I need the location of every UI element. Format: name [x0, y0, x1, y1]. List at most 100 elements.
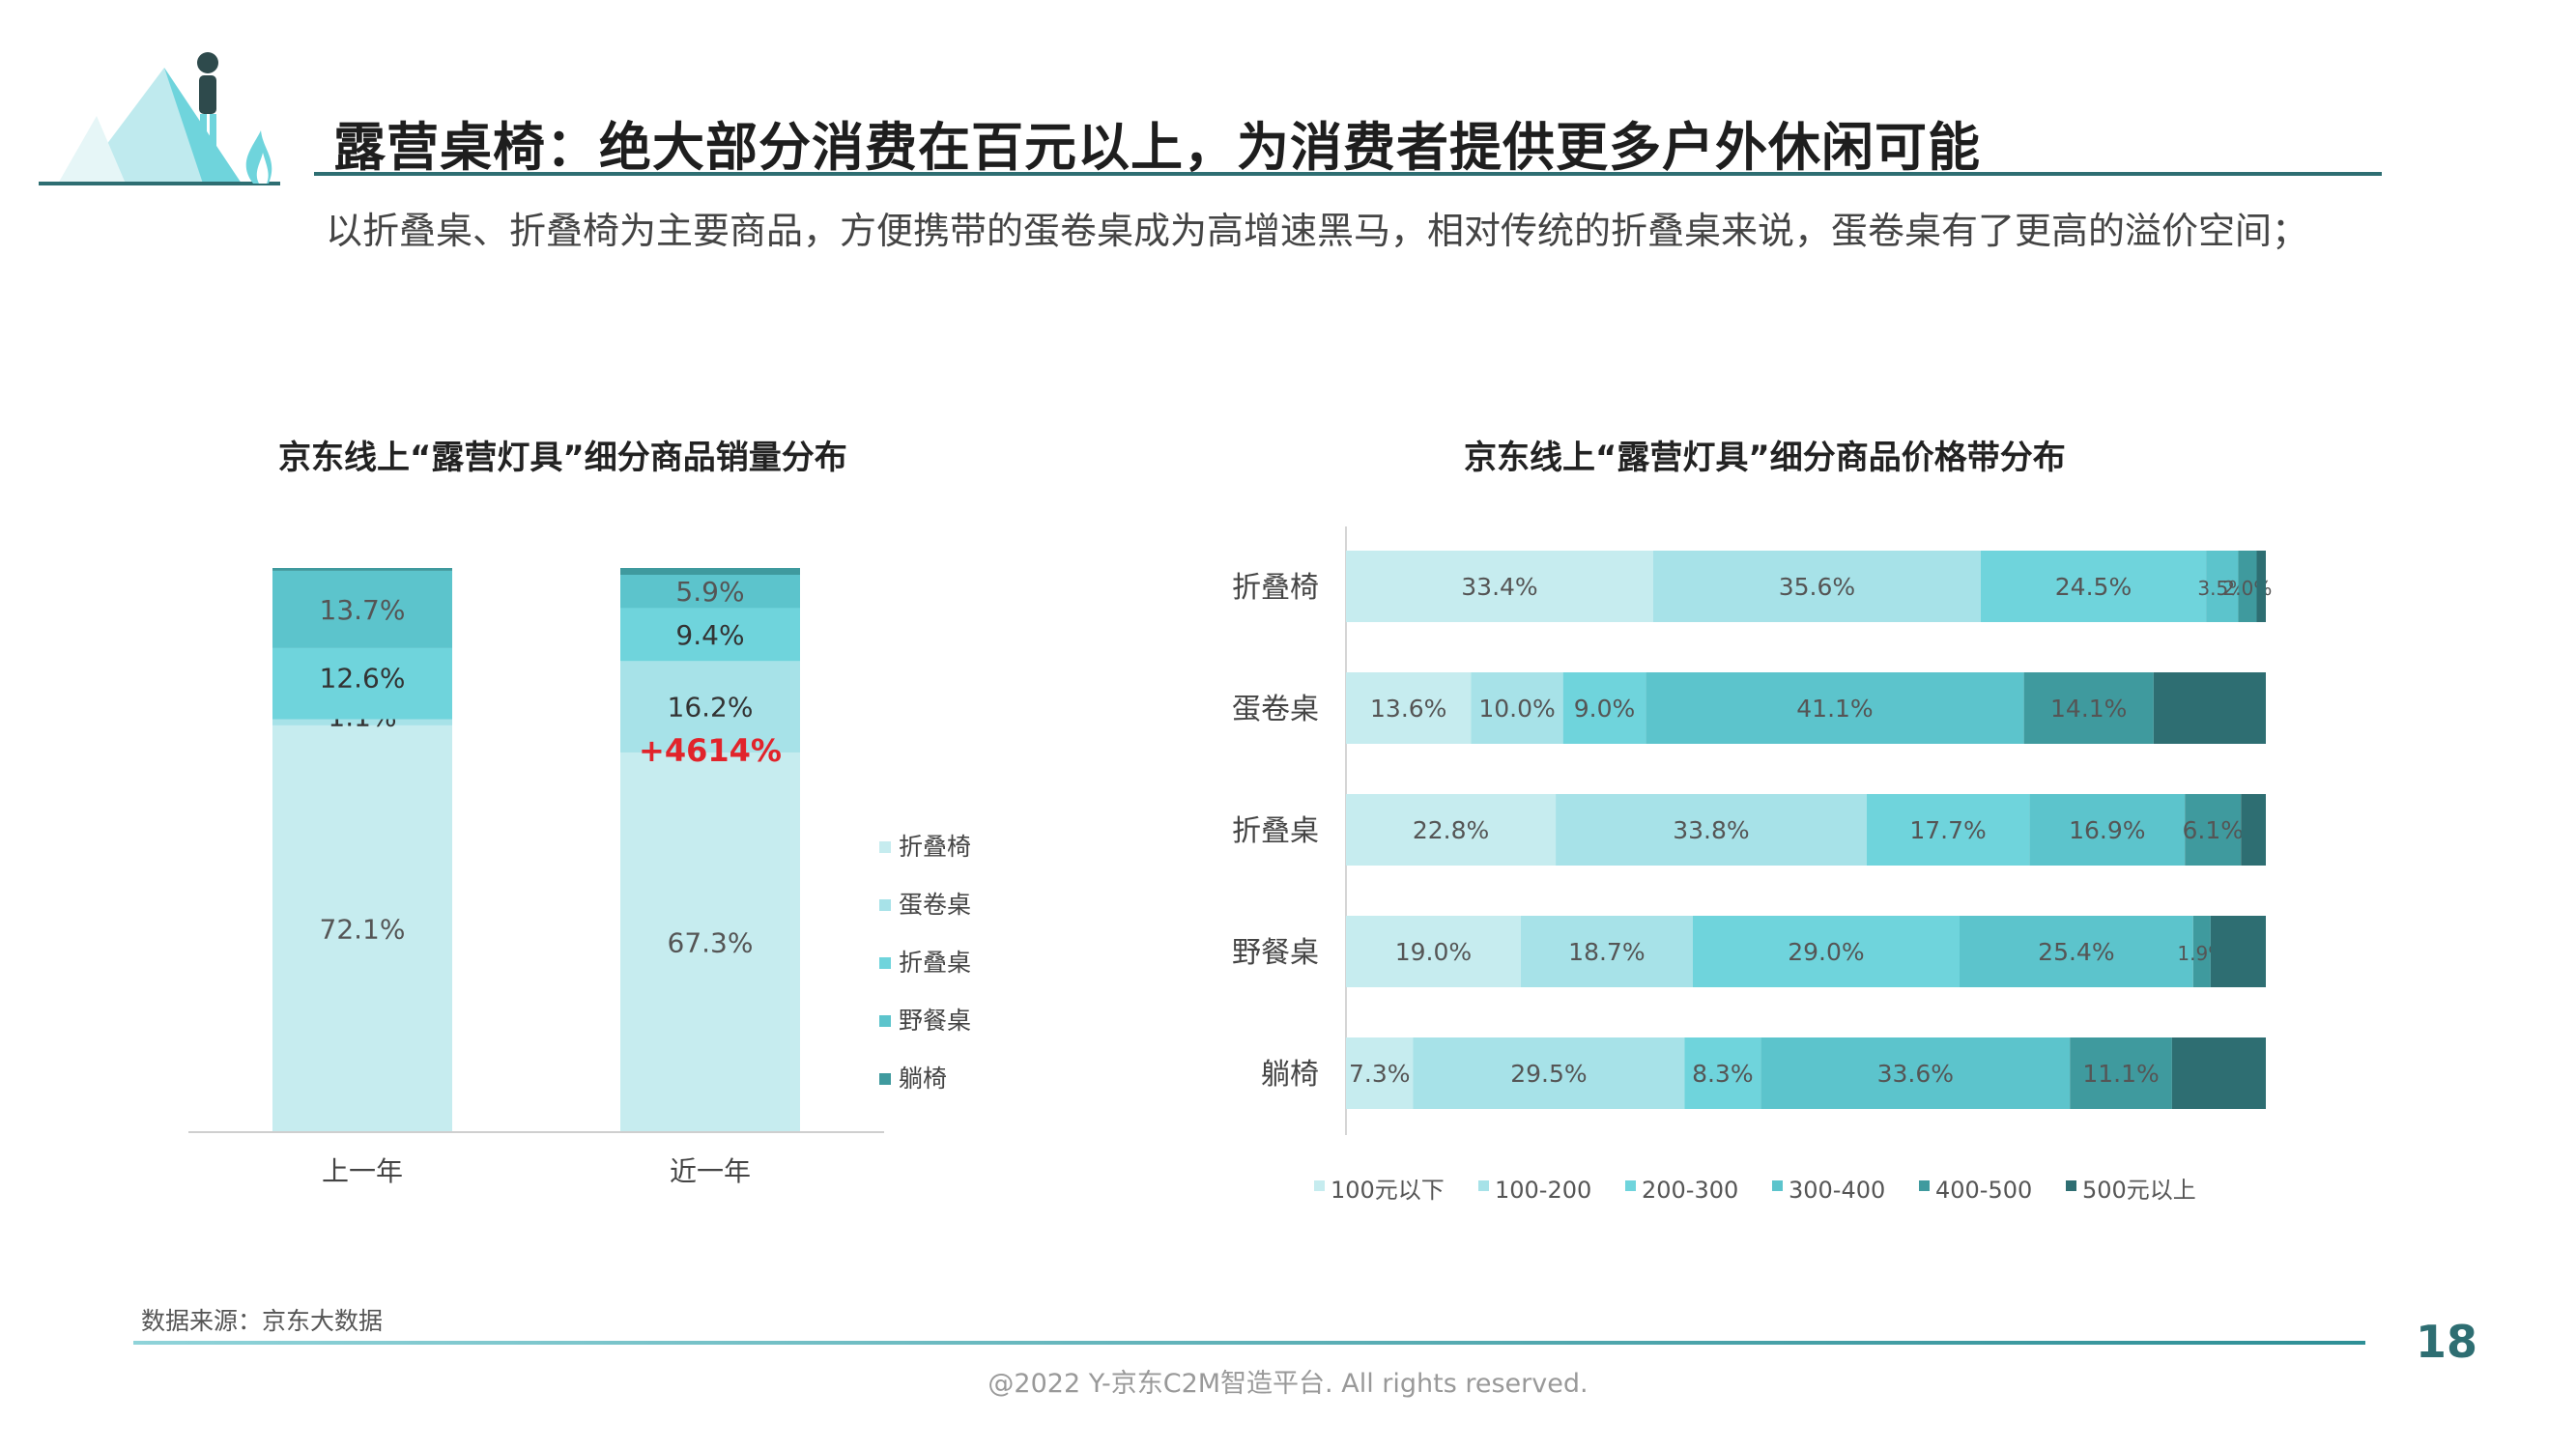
- data-label: 24.5%: [2055, 573, 2132, 601]
- bar-segment: [1692, 916, 1960, 987]
- category-label: 近一年: [670, 1155, 751, 1187]
- legend-swatch: [879, 899, 891, 911]
- data-label: 7.3%: [1349, 1060, 1411, 1088]
- legend-swatch: [2066, 1180, 2076, 1191]
- bar-segment: [1346, 551, 1653, 622]
- legend-swatch: [1919, 1180, 1930, 1191]
- bar-segment: [272, 719, 452, 725]
- bar-segment: [2070, 1037, 2172, 1109]
- legend-swatch: [879, 957, 891, 969]
- bar-segment: [1652, 551, 1981, 622]
- bar-segment: [272, 570, 452, 648]
- bar-segment: [1413, 1037, 1685, 1109]
- data-label: 13.6%: [1370, 695, 1446, 723]
- legend-label: 100-200: [1495, 1177, 1591, 1204]
- page-number: 18: [2416, 1316, 2478, 1368]
- legend-swatch: [1478, 1180, 1489, 1191]
- bar-segment: [620, 661, 800, 753]
- data-label: 17.7%: [1909, 816, 1986, 844]
- bar-segment: [1471, 672, 1563, 744]
- bar-segment: [1346, 916, 1521, 987]
- data-label: 72.1%: [320, 913, 406, 945]
- data-label: 13.7%: [320, 594, 406, 626]
- bar-segment: [272, 568, 452, 571]
- bar-segment: [2029, 794, 2186, 866]
- bar-segment: [1646, 672, 2024, 744]
- growth-annotation: +4614%: [639, 732, 782, 769]
- data-label: 10.0%: [1478, 695, 1555, 723]
- page-subtitle: 以折叠桌、折叠椅为主要商品，方便携带的蛋卷桌成为高增速黑马，相对传统的折叠桌来说…: [326, 210, 2309, 252]
- data-label: 35.6%: [1779, 573, 1855, 601]
- bar-segment: [272, 724, 452, 1132]
- category-label: 蛋卷桌: [1232, 693, 1319, 726]
- bar-segment: [1980, 551, 2207, 622]
- bar-segment: [1346, 672, 1472, 744]
- bar-segment: [1866, 794, 2030, 866]
- bar-segment: [1346, 1037, 1414, 1109]
- category-label: 上一年: [322, 1155, 403, 1187]
- data-label: 8.3%: [1692, 1060, 1754, 1088]
- data-source: 数据来源：京东大数据: [141, 1307, 384, 1335]
- bar-segment: [620, 608, 800, 662]
- data-label: 19.0%: [1395, 938, 1472, 966]
- title-underline: [314, 172, 2382, 176]
- category-label: 折叠桌: [1232, 814, 1319, 848]
- data-label: 9.4%: [675, 619, 744, 651]
- legend-label: 蛋卷桌: [899, 891, 971, 919]
- legend-label: 躺椅: [899, 1065, 947, 1093]
- legend-swatch: [1314, 1180, 1325, 1191]
- data-label: 67.3%: [668, 926, 754, 958]
- bar-segment: [2238, 551, 2257, 622]
- data-label: 16.9%: [2069, 816, 2145, 844]
- bar-segment: [2192, 916, 2211, 987]
- footer-rule: [133, 1341, 2365, 1345]
- legend-label: 200-300: [1642, 1177, 1738, 1204]
- category-label: 野餐桌: [1232, 936, 1319, 970]
- legend-label: 300-400: [1789, 1177, 1885, 1204]
- right-chart-title: 京东线上“露营灯具”细分商品价格带分布: [1464, 439, 2066, 477]
- data-label: 9.0%: [1574, 695, 1636, 723]
- data-label: 18.7%: [1568, 938, 1645, 966]
- bar-segment: [1520, 916, 1693, 987]
- camping-illustration: [39, 52, 280, 185]
- data-label: 6.1%: [2183, 816, 2245, 844]
- bar-segment: [1346, 794, 1557, 866]
- legend-label: 野餐桌: [899, 1007, 971, 1035]
- data-label: 41.1%: [1796, 695, 1873, 723]
- legend-label: 折叠桌: [899, 949, 971, 977]
- copyright: @2022 Y-京东C2M智造平台. All rights reserved.: [987, 1369, 1589, 1399]
- bar-segment: [2153, 672, 2266, 744]
- legend-label: 500元以上: [2082, 1177, 2196, 1204]
- legend-swatch: [1772, 1180, 1783, 1191]
- data-label: 22.8%: [1413, 816, 1489, 844]
- data-label: 14.1%: [2050, 695, 2127, 723]
- bar-segment: [620, 568, 800, 576]
- bar-segment: [620, 575, 800, 609]
- legend-label: 折叠椅: [899, 833, 971, 861]
- data-label: 33.8%: [1673, 816, 1749, 844]
- bar-segment: [2206, 551, 2239, 622]
- legend-label: 100元以下: [1331, 1177, 1445, 1204]
- legend-swatch: [879, 1015, 891, 1027]
- category-label: 折叠椅: [1232, 571, 1319, 605]
- bar-segment: [1556, 794, 1867, 866]
- bar-segment: [2256, 551, 2266, 622]
- bar-segment: [1959, 916, 2193, 987]
- data-label: 12.6%: [320, 663, 406, 695]
- bar-segment: [272, 647, 452, 720]
- legend-swatch: [879, 1073, 891, 1085]
- bar-segment: [2171, 1037, 2266, 1109]
- data-label: 25.4%: [2038, 938, 2114, 966]
- bar-segment: [2210, 916, 2266, 987]
- data-label: 11.1%: [2082, 1060, 2159, 1088]
- left-chart-title: 京东线上“露营灯具”细分商品销量分布: [278, 439, 847, 477]
- bar-segment: [1760, 1037, 2071, 1109]
- bar-segment: [620, 752, 800, 1132]
- page-title: 露营桌椅：绝大部分消费在百元以上，为消费者提供更多户外休闲可能: [333, 117, 1981, 178]
- data-label: 16.2%: [668, 692, 754, 724]
- legend-label: 400-500: [1935, 1177, 2032, 1204]
- data-label: 33.4%: [1461, 573, 1537, 601]
- data-label: 5.9%: [675, 576, 744, 608]
